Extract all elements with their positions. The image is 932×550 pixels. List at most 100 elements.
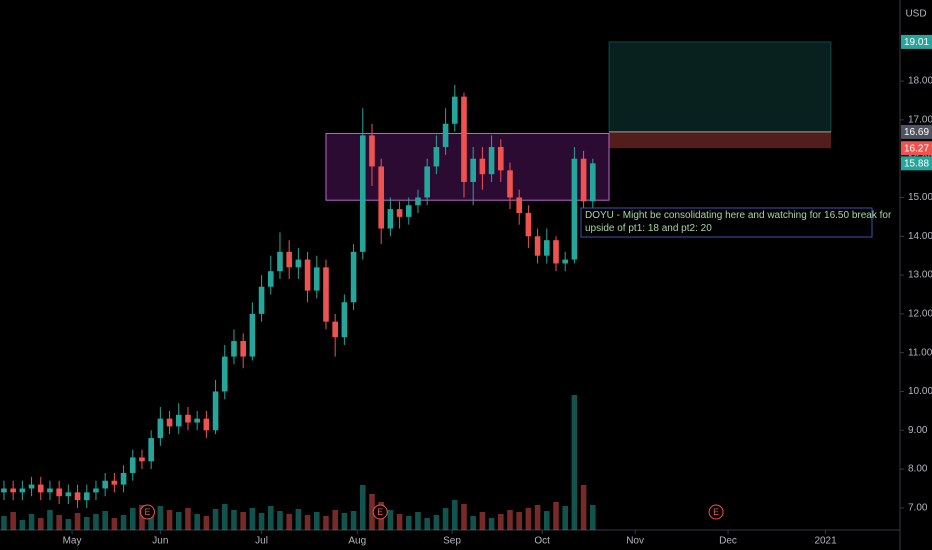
candle-body <box>350 251 357 303</box>
stop-tag <box>901 141 932 156</box>
candle-body <box>74 492 81 501</box>
volume-bar <box>10 512 16 530</box>
x-tick-label: Jul <box>255 536 268 547</box>
candle-body <box>461 96 467 182</box>
candle-body <box>525 213 532 237</box>
currency-label: USD <box>905 9 926 20</box>
earnings-label: E <box>377 507 383 517</box>
y-tick-label: 7.00 <box>908 503 928 514</box>
volume-bar <box>102 511 108 530</box>
volume-bar <box>589 505 596 530</box>
x-tick-label: Sep <box>443 536 461 547</box>
candle-body <box>212 391 219 431</box>
candle-body <box>175 414 182 427</box>
volume-bar <box>304 515 311 530</box>
x-tick-label: 2021 <box>814 536 837 547</box>
candle-body <box>1 488 7 493</box>
candle-body <box>166 418 173 427</box>
volume-bar <box>286 514 292 530</box>
candle-body <box>129 457 136 473</box>
volume-bar <box>507 510 513 530</box>
volume-bar <box>93 514 99 530</box>
y-tick-label: 15.00 <box>908 192 932 203</box>
candle-body <box>516 197 522 214</box>
volume-bar <box>387 510 394 530</box>
annotation-text: upside of pt1: 18 and pt2: 20 <box>585 223 712 234</box>
candle-body <box>203 418 210 431</box>
candle-body <box>396 209 403 217</box>
volume-bar <box>37 518 44 530</box>
volume-bar <box>479 512 486 530</box>
target-tag-label: 19.01 <box>904 37 929 48</box>
volume-bar <box>157 506 164 530</box>
stop-tag-label: 16.27 <box>904 143 929 154</box>
candle-body <box>332 321 338 338</box>
candle-body <box>157 418 164 439</box>
volume-bar <box>497 514 504 530</box>
candle-body <box>543 240 550 256</box>
volume-bar <box>65 519 72 530</box>
y-tick-label: 11.00 <box>908 347 932 358</box>
candle-body <box>194 418 200 423</box>
entry-tag <box>901 124 932 139</box>
x-tick-label: Nov <box>626 536 644 547</box>
candle-body <box>148 438 154 462</box>
earnings-marker <box>139 504 155 520</box>
volume-bar <box>277 511 283 530</box>
candle-body <box>341 302 348 338</box>
volume-bar <box>553 502 559 530</box>
candle-body <box>507 170 513 198</box>
candle-body <box>580 158 587 202</box>
x-tick-label: Dec <box>719 536 737 547</box>
candle-body <box>277 251 283 272</box>
volume-bar <box>231 510 237 530</box>
candle-body <box>286 251 292 268</box>
candle-body <box>369 135 375 167</box>
volume-bar <box>129 508 136 530</box>
volume-bar <box>56 515 62 530</box>
volume-bar <box>313 512 320 530</box>
candle-body <box>359 135 366 252</box>
candle-body <box>479 158 486 175</box>
candle-body <box>387 209 394 229</box>
candle-body <box>56 488 62 497</box>
volume-bar <box>166 510 173 530</box>
y-tick-label: 17.00 <box>908 115 932 126</box>
candle-body <box>442 123 449 148</box>
last-price-tag <box>901 156 932 171</box>
candle-body <box>405 205 412 217</box>
volume-bar <box>571 395 578 530</box>
candle-body <box>488 147 495 175</box>
candle-body <box>47 488 53 493</box>
volume-bar <box>295 509 302 530</box>
candle-body <box>221 356 228 392</box>
volume-bar <box>424 518 430 530</box>
volume-bar <box>267 506 274 530</box>
candle-body <box>571 158 578 260</box>
x-tick-label: Oct <box>534 536 550 547</box>
candle-body <box>120 472 127 485</box>
candle-body <box>231 341 237 357</box>
candle-body <box>267 271 274 287</box>
last-price-tag-label: 15.88 <box>904 158 929 169</box>
volume-bar <box>83 517 90 530</box>
volume-bar <box>442 508 449 530</box>
volume-bar <box>415 512 421 530</box>
volume-bar <box>74 513 81 530</box>
candle-body <box>83 492 90 501</box>
earnings-marker <box>372 504 388 520</box>
volume-bar <box>120 515 127 530</box>
volume-bar <box>194 514 200 530</box>
volume-bar <box>203 516 210 530</box>
candle-body <box>562 259 568 264</box>
candle-body <box>139 457 145 462</box>
volume-bar <box>332 510 338 530</box>
volume-bar <box>562 506 568 530</box>
volume-bar <box>516 512 522 530</box>
volume-bar <box>47 510 53 530</box>
loss-zone <box>609 131 831 149</box>
candle-body <box>378 166 384 229</box>
profit-zone <box>608 41 832 133</box>
volume-bar <box>534 505 541 530</box>
